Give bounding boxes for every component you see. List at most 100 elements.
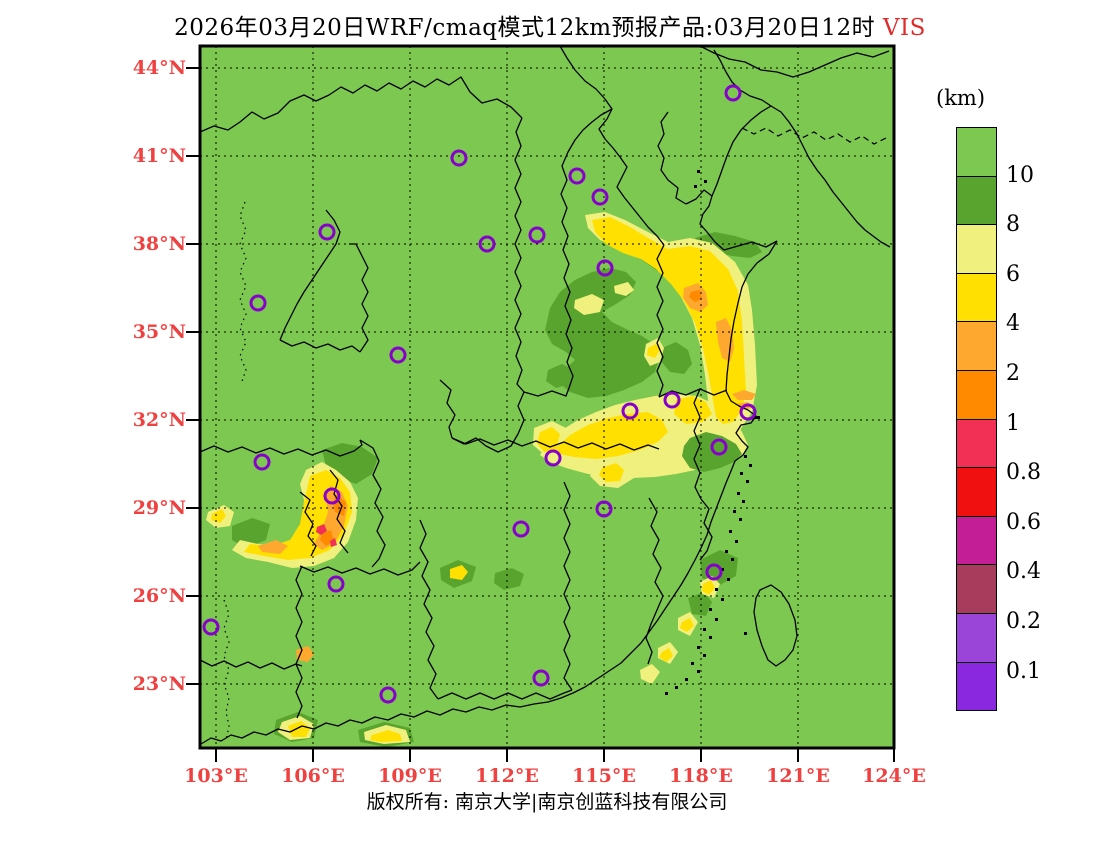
- border-jiangxi-west: [563, 481, 573, 691]
- vis-patch: [640, 664, 660, 684]
- station-marker: [710, 438, 728, 456]
- map-frame: [198, 44, 896, 750]
- vis-patch: [592, 217, 746, 424]
- vis-patch: [614, 282, 634, 296]
- coast-liaodong: [711, 49, 772, 197]
- station-marker: [739, 403, 757, 421]
- vis-patch: [330, 538, 337, 547]
- station-marker: [705, 563, 723, 581]
- vis-patch: [647, 344, 660, 358]
- visibility-contour-patches: [206, 212, 762, 747]
- colorbar-block: [956, 467, 997, 517]
- border-fujian-west: [645, 497, 664, 665]
- vis-patch: [296, 646, 314, 662]
- lon-tick-label: 124°E: [862, 765, 926, 787]
- border-shandong-west: [656, 244, 665, 398]
- border-shanxi-east: [560, 108, 613, 389]
- border-sichuan-east: [359, 439, 386, 568]
- lon-tick-label: 115°E: [572, 765, 636, 787]
- lat-tick-label: 32°N: [132, 409, 186, 431]
- vis-patch: [660, 342, 692, 374]
- colorbar-block: [956, 661, 997, 712]
- vis-patch: [674, 396, 712, 424]
- vis-patch: [702, 580, 715, 595]
- station-marker: [249, 294, 267, 312]
- vis-patch: [211, 509, 226, 523]
- taiwan-outline: [753, 584, 798, 667]
- station-marker: [478, 235, 496, 253]
- colorbar-block: [956, 515, 997, 566]
- copyright-text: 版权所有: 南京大学|南京创蓝科技有限公司: [366, 791, 728, 813]
- vis-patch: [546, 364, 574, 388]
- colorbar-boundary-label: 1: [1006, 410, 1020, 436]
- coast-northeast: [770, 105, 891, 248]
- station-markers: [202, 84, 757, 704]
- border-ningxia-2: [279, 339, 361, 353]
- station-marker: [528, 226, 546, 244]
- border-dashed-northeast: [741, 127, 887, 145]
- latlon-grid: [200, 46, 894, 748]
- vis-patch: [688, 592, 712, 616]
- colorbar-block: [956, 564, 997, 614]
- colorbar-boundary-label: 10: [1006, 162, 1034, 188]
- vis-patch: [450, 565, 468, 580]
- vis-patch: [316, 524, 327, 535]
- colorbar-block: [956, 612, 997, 663]
- vis-patch: [682, 432, 742, 472]
- colorbar-boundary-label: 8: [1006, 212, 1020, 238]
- border-chongqing-2: [299, 491, 317, 557]
- station-marker: [568, 167, 586, 185]
- coast-bohai-west: [657, 111, 687, 205]
- station-marker: [724, 84, 742, 102]
- vis-patch: [494, 568, 524, 590]
- lon-tick-label: 118°E: [669, 765, 733, 787]
- lat-tick-label: 44°N: [132, 57, 186, 79]
- lat-tick-label: 41°N: [132, 145, 186, 167]
- title-variable-vis: VIS: [882, 15, 926, 41]
- border-henan-south: [451, 391, 525, 453]
- colorbar-block: [956, 369, 997, 420]
- border-hubei-north: [451, 437, 660, 451]
- station-marker: [544, 449, 562, 467]
- border-zhejiang-west: [699, 498, 713, 561]
- colorbar-block: [956, 224, 997, 274]
- lat-tick-label: 38°N: [132, 233, 186, 255]
- border-southwest: [200, 659, 303, 670]
- colorbar-block: [956, 175, 997, 226]
- coast-main-east: [200, 240, 778, 745]
- station-marker: [621, 402, 639, 420]
- vis-patch: [732, 390, 756, 400]
- colorbar-block: [956, 321, 997, 371]
- border-hunan-west: [419, 519, 439, 700]
- vis-patch: [659, 648, 673, 662]
- vis-patch: [574, 294, 604, 315]
- station-marker: [591, 188, 609, 206]
- lat-tick-label: 29°N: [132, 497, 186, 519]
- colorbar-boundary-label: 2: [1006, 361, 1020, 386]
- station-marker: [450, 149, 468, 167]
- lat-tick-label: 23°N: [132, 673, 186, 695]
- border-guangxi-west: [295, 565, 303, 719]
- border-ningxia-1: [279, 209, 341, 341]
- lat-tick-label: 35°N: [132, 321, 186, 343]
- border-guangdong-north: [437, 689, 573, 700]
- colorbar-block: [956, 418, 997, 469]
- vis-patch: [370, 730, 402, 742]
- station-marker: [379, 686, 397, 704]
- province-borders: [200, 46, 891, 745]
- border-ningxia-3: [349, 243, 369, 353]
- lon-tick-label: 112°E: [475, 765, 539, 787]
- border-gansu-south: [200, 439, 363, 457]
- colorbar-block: [956, 272, 997, 323]
- vis-patch: [689, 290, 702, 302]
- lon-tick-label: 121°E: [766, 765, 830, 787]
- border-shaanxi-south: [439, 379, 456, 439]
- colorbar-boundary-label: 0.1: [1006, 658, 1041, 684]
- colorbar-boundary-label: 6: [1006, 261, 1020, 287]
- station-marker: [512, 520, 530, 538]
- border-anhui-east: [693, 388, 702, 500]
- colorbar-boundary-label: 0.8: [1006, 460, 1041, 486]
- colorbar-boundary-label: 0.6: [1006, 509, 1041, 535]
